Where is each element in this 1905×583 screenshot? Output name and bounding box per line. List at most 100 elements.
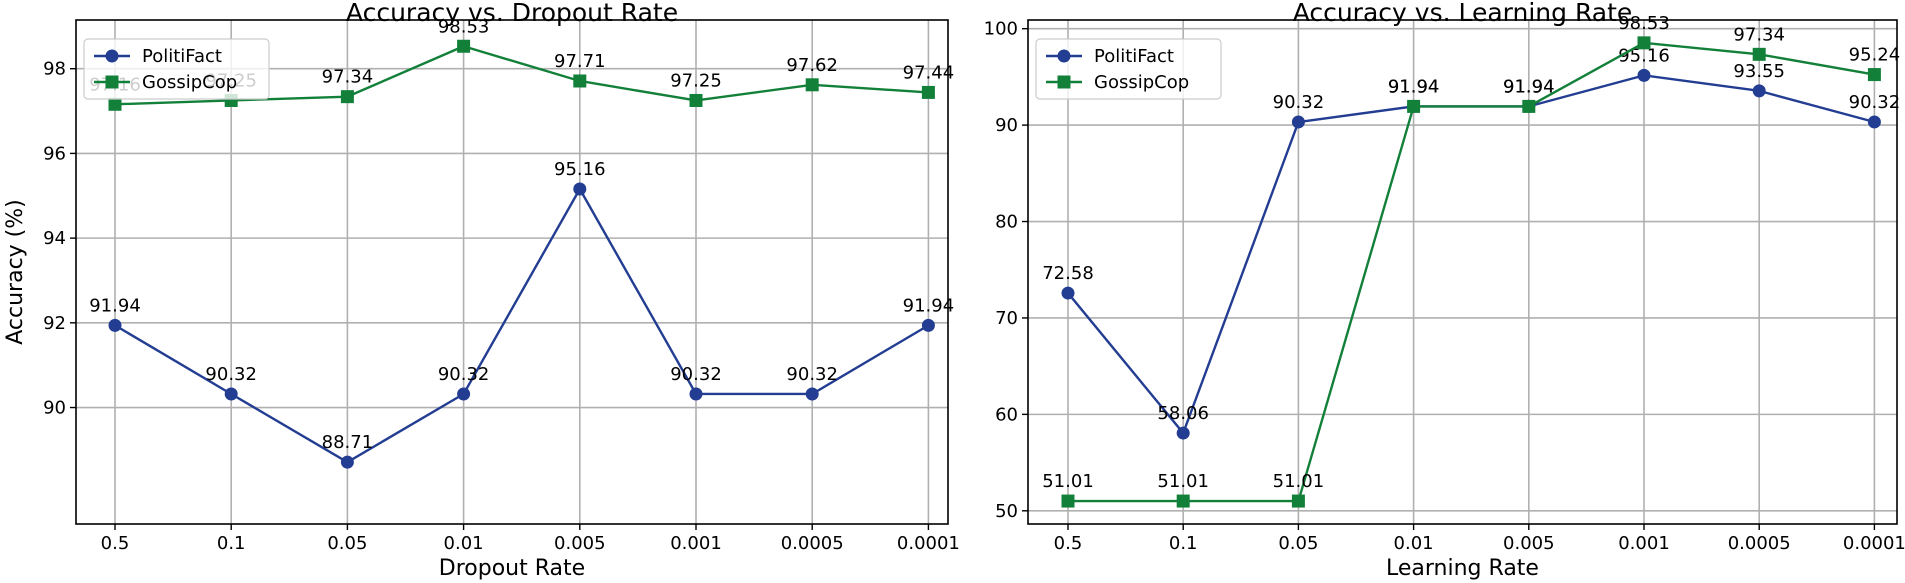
y-tick-label: 50 [995,501,1018,522]
data-point [457,39,471,53]
data-point [108,318,122,332]
series-line-politifact [114,187,930,464]
data-label: 95.24 [1849,45,1901,66]
x-tick-label: 0.01 [444,533,484,554]
data-point [1291,494,1305,508]
y-tick-label: 80 [995,212,1018,233]
x-tick-label: 0.0005 [781,533,844,554]
series-line-gossipcop [1068,41,1875,503]
data-point [340,90,354,104]
data-label: 90.32 [205,364,257,385]
x-tick-label: 0.0001 [1843,533,1905,554]
data-label: 91.94 [1503,76,1555,97]
data-label: 97.71 [554,51,606,72]
data-label: 91.94 [1388,76,1440,97]
legend-label: GossipCop [1094,72,1189,93]
legend-marker [105,75,119,89]
data-point [1867,68,1881,82]
y-tick-label: 100 [984,19,1018,40]
y-tick-label: 94 [43,228,66,249]
legend-marker [105,49,119,63]
legend-label: PolitiFact [1094,46,1174,67]
data-label: 95.16 [554,159,606,180]
x-tick-label: 0.01 [1394,533,1434,554]
data-label: 91.94 [89,295,141,316]
data-point [1407,99,1421,113]
data-point [689,93,703,107]
x-tick-label: 0.5 [101,533,130,554]
data-label: 90.32 [670,364,722,385]
data-point [1867,115,1881,129]
x-tick-label: 0.001 [1618,533,1670,554]
data-label: 91.94 [903,295,955,316]
data-point [1752,84,1766,98]
series-line-politifact [1067,74,1875,435]
data-label: 97.34 [322,67,374,88]
x-tick-label: 0.1 [217,533,246,554]
data-label: 90.32 [786,364,838,385]
x-axis-label: Dropout Rate [439,556,585,581]
data-point [1061,286,1075,300]
learning-rate-chart: 0.5 0.1 0.05 0.01 0.005 0.001 0.0005 0.0001 50 60… [984,0,1905,581]
y-axis-label: Accuracy (%) [3,199,28,345]
y-tick-label: 60 [995,404,1018,425]
data-point [1291,115,1305,129]
x-tick-label: 0.005 [554,533,606,554]
y-tick-label: 70 [995,308,1018,329]
data-point [340,455,354,469]
data-point [573,182,587,196]
x-tick-label: 0.001 [670,533,722,554]
data-point [1752,47,1766,61]
data-label: 51.01 [1157,471,1209,492]
data-label: 90.32 [1849,92,1901,113]
plot-frame [1027,19,1898,525]
data-label: 93.55 [1733,61,1785,82]
legend-label: PolitiFact [142,46,222,67]
data-point [1176,426,1190,440]
data-label: 97.44 [903,62,955,83]
data-label: 98.53 [438,16,490,37]
data-point [1637,68,1651,82]
chart-title: Accuracy vs. Dropout Rate [346,0,678,27]
y-tick-label: 90 [995,115,1018,136]
legend-label: GossipCop [142,72,237,93]
data-point [921,318,935,332]
x-tick-label: 0.0001 [897,533,960,554]
data-point [805,78,819,92]
x-axis-label: Learning Rate [1386,556,1539,581]
data-label: 91.94 [1388,76,1440,97]
legend-marker [1057,49,1071,63]
y-tick-label: 90 [43,398,66,419]
y-tick-label: 96 [43,143,66,164]
data-point [1176,494,1190,508]
data-label: 90.32 [438,364,490,385]
series-line-gossipcop [114,45,929,106]
data-label: 72.58 [1042,263,1094,284]
legend-marker [1057,75,1071,89]
data-point [108,97,122,111]
data-label: 97.62 [786,55,838,76]
data-point [921,85,935,99]
data-label: 97.34 [1733,24,1785,45]
data-label: 51.01 [1042,471,1094,492]
data-point [573,74,587,88]
data-point [457,387,471,401]
x-tick-label: 0.0005 [1728,533,1791,554]
x-tick-label: 0.5 [1054,533,1083,554]
x-tick-label: 0.05 [1278,533,1318,554]
y-tick-label: 98 [43,59,66,80]
x-tick-label: 0.05 [327,533,367,554]
plot-frame [75,19,949,525]
data-label: 98.53 [1618,13,1670,34]
data-label: 90.32 [1273,92,1325,113]
dropout-rate-chart: 0.5 0.1 0.05 0.01 0.005 0.001 0.0005 0.0001 90 92… [3,0,960,581]
data-label: 91.94 [1503,76,1555,97]
data-label: 88.71 [322,432,374,453]
data-point [1522,99,1536,113]
legend-box [83,38,270,100]
chart-title: Accuracy vs. Learning Rate [1293,0,1633,27]
x-tick-label: 0.1 [1169,533,1198,554]
data-point [224,387,238,401]
legend-box [1035,38,1222,100]
